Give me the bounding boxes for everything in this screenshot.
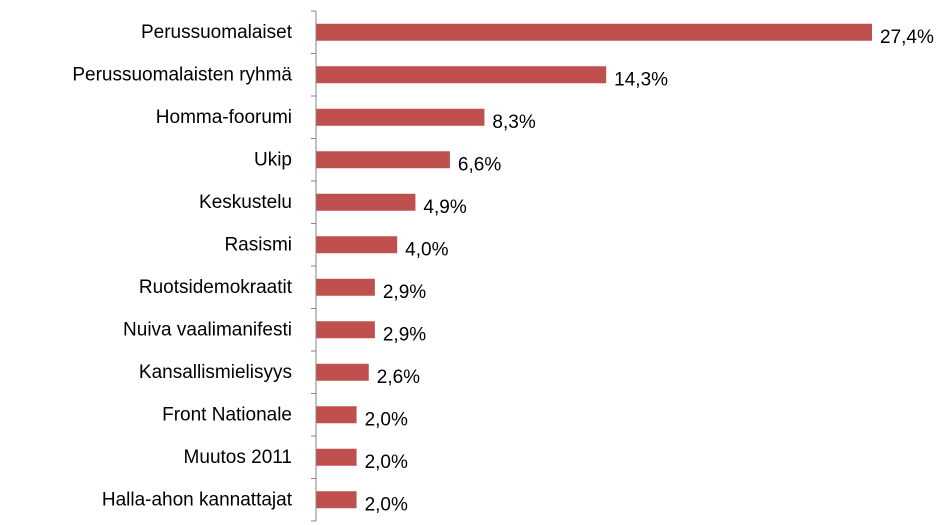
data-label: 2,0%	[365, 452, 408, 473]
bar	[316, 491, 357, 509]
category-label: Halla-ahon kannattajat	[102, 489, 293, 510]
bar	[316, 23, 872, 41]
category-label: Perussuomalaisten ryhmä	[72, 64, 292, 85]
category-label: Muutos 2011	[184, 447, 292, 468]
bar	[316, 321, 375, 339]
category-axis	[311, 10, 317, 522]
bar	[316, 236, 398, 254]
bar	[316, 406, 357, 424]
bar	[316, 66, 607, 84]
labels-layer: Perussuomalaiset 27,4% Perussuomalaisten r…	[72, 22, 934, 516]
category-label: Nuiva vaalimanifesti	[123, 319, 292, 340]
data-label: 4,0%	[405, 239, 448, 260]
category-label: Keskustelu	[199, 192, 292, 213]
data-label: 14,3%	[614, 69, 668, 90]
data-label: 2,0%	[365, 409, 408, 430]
data-label: 2,9%	[383, 324, 426, 345]
data-label: 2,9%	[383, 282, 426, 303]
category-label: Kansallismielisyys	[139, 362, 292, 383]
bar	[316, 448, 357, 466]
category-label: Rasismi	[224, 234, 292, 255]
category-label: Ukip	[254, 149, 292, 170]
category-label: Perussuomalaiset	[141, 22, 293, 43]
category-label: Ruotsidemokraatit	[139, 277, 293, 298]
data-label: 27,4%	[880, 27, 934, 48]
data-label: 2,0%	[365, 494, 408, 515]
bar	[316, 151, 450, 169]
data-label: 8,3%	[492, 112, 535, 133]
data-label: 4,9%	[423, 197, 466, 218]
bar	[316, 363, 369, 381]
data-label: 2,6%	[377, 367, 420, 388]
bars-layer	[316, 23, 872, 509]
bar	[316, 193, 416, 211]
bar	[316, 108, 485, 126]
category-label: Homma-foorumi	[156, 107, 292, 128]
category-label: Front Nationale	[162, 404, 292, 425]
bar	[316, 278, 375, 296]
data-label: 6,6%	[458, 154, 501, 175]
